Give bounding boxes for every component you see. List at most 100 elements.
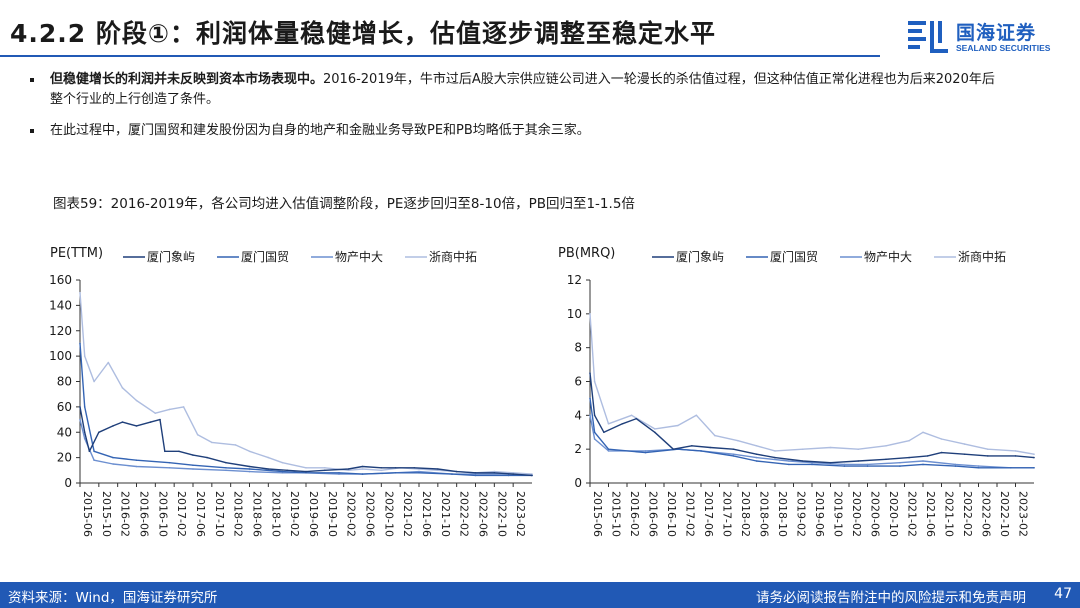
data-point bbox=[635, 417, 638, 420]
data-point bbox=[192, 464, 194, 466]
x-tick-label: 2020-02 bbox=[345, 491, 358, 537]
y-tick-label: 10 bbox=[567, 307, 582, 321]
data-point bbox=[98, 431, 100, 434]
data-point bbox=[135, 425, 138, 427]
data-point bbox=[987, 448, 989, 450]
data-point bbox=[79, 291, 81, 294]
series-line bbox=[589, 415, 1034, 469]
data-point bbox=[225, 467, 227, 469]
legend-label: 厦门国贸 bbox=[770, 249, 818, 264]
x-tick-label: 2019-02 bbox=[795, 491, 808, 537]
data-point bbox=[83, 431, 86, 434]
x-tick-label: 2018-06 bbox=[758, 491, 771, 537]
data-point bbox=[168, 461, 171, 464]
data-point bbox=[512, 473, 514, 475]
x-tick-label: 2022-10 bbox=[998, 491, 1011, 537]
data-point bbox=[774, 456, 776, 459]
data-point bbox=[1014, 450, 1017, 452]
data-point bbox=[607, 450, 610, 452]
data-point bbox=[788, 460, 790, 462]
data-point bbox=[1033, 456, 1035, 459]
data-point bbox=[474, 472, 477, 474]
data-point bbox=[305, 467, 307, 469]
series-line bbox=[79, 406, 533, 477]
y-tick-label: 4 bbox=[574, 408, 582, 422]
legend-label: 厦门象屿 bbox=[676, 249, 724, 264]
data-point bbox=[774, 450, 776, 452]
y-tick-label: 40 bbox=[57, 425, 72, 439]
data-point bbox=[940, 438, 943, 440]
data-point bbox=[413, 467, 416, 469]
bullet-bold-text: 但稳健增长的利润并未反映到资本市场表现中。 bbox=[50, 72, 324, 87]
y-tick-label: 20 bbox=[57, 451, 72, 465]
data-point bbox=[394, 467, 397, 469]
y-axis-label: PB(MRQ) bbox=[558, 246, 615, 261]
data-point bbox=[593, 380, 596, 383]
data-point bbox=[135, 399, 138, 402]
x-tick-label: 2020-06 bbox=[364, 491, 377, 537]
data-point bbox=[159, 418, 161, 421]
data-point bbox=[361, 473, 364, 475]
data-point bbox=[493, 470, 496, 473]
data-point bbox=[437, 469, 439, 472]
data-point bbox=[963, 453, 966, 455]
data-point bbox=[93, 450, 95, 453]
data-point bbox=[248, 470, 251, 473]
data-point bbox=[107, 361, 110, 364]
y-tick-label: 100 bbox=[49, 349, 72, 363]
x-tick-label: 2019-10 bbox=[326, 491, 339, 537]
y-tick-label: 8 bbox=[574, 341, 582, 355]
data-point bbox=[248, 468, 251, 470]
x-tick-label: 2018-10 bbox=[776, 491, 789, 537]
data-point bbox=[963, 443, 966, 445]
data-point bbox=[83, 437, 86, 440]
data-point bbox=[286, 469, 288, 472]
data-point bbox=[267, 456, 270, 459]
series-line bbox=[79, 292, 533, 475]
data-point bbox=[437, 468, 439, 470]
x-tick-label: 2017-02 bbox=[175, 491, 188, 537]
data-point bbox=[361, 468, 364, 470]
data-point bbox=[672, 448, 675, 450]
legend-label: 物产中大 bbox=[335, 249, 383, 264]
pe-chart: PE(TTM) 厦门象屿 厦门国贸 物产中大 浙商中拓 0 20 40 60 80 100 120 14… bbox=[49, 246, 533, 537]
legend-label: 厦门国贸 bbox=[241, 249, 289, 264]
data-point bbox=[843, 463, 846, 466]
legend-label: 物产中大 bbox=[864, 249, 912, 264]
data-point bbox=[977, 465, 980, 467]
x-tick-label: 2016-10 bbox=[156, 491, 169, 537]
data-point bbox=[709, 446, 712, 449]
bullet-dot bbox=[30, 129, 34, 133]
x-tick-label: 2022-06 bbox=[477, 491, 490, 537]
data-point bbox=[857, 448, 860, 450]
data-point bbox=[589, 313, 591, 315]
data-point bbox=[93, 459, 95, 461]
data-point bbox=[732, 455, 735, 457]
data-point bbox=[281, 461, 284, 464]
x-tick-label: 2021-10 bbox=[943, 491, 956, 537]
data-point bbox=[149, 421, 152, 423]
data-point bbox=[954, 463, 957, 466]
data-point bbox=[802, 460, 804, 462]
x-tick-label: 2021-06 bbox=[420, 491, 433, 537]
data-point bbox=[908, 439, 910, 442]
data-point bbox=[589, 414, 591, 417]
data-point bbox=[714, 434, 716, 437]
data-point bbox=[843, 465, 846, 467]
legend-label: 厦门象屿 bbox=[147, 249, 195, 264]
x-tick-label: 2017-06 bbox=[702, 491, 715, 537]
data-point bbox=[940, 451, 943, 454]
data-point bbox=[112, 456, 114, 459]
logo-chinese-name: 国海证券 bbox=[956, 22, 1037, 44]
data-point bbox=[493, 472, 496, 474]
data-point bbox=[83, 355, 86, 357]
x-tick-label: 2019-06 bbox=[307, 491, 320, 537]
legend-label: 浙商中拓 bbox=[958, 249, 1006, 264]
data-point bbox=[83, 406, 86, 408]
x-tick-label: 2022-06 bbox=[980, 491, 993, 537]
data-point bbox=[654, 428, 656, 430]
data-point bbox=[593, 438, 596, 440]
data-point bbox=[361, 465, 364, 468]
data-point bbox=[732, 448, 735, 450]
data-point bbox=[926, 455, 929, 457]
